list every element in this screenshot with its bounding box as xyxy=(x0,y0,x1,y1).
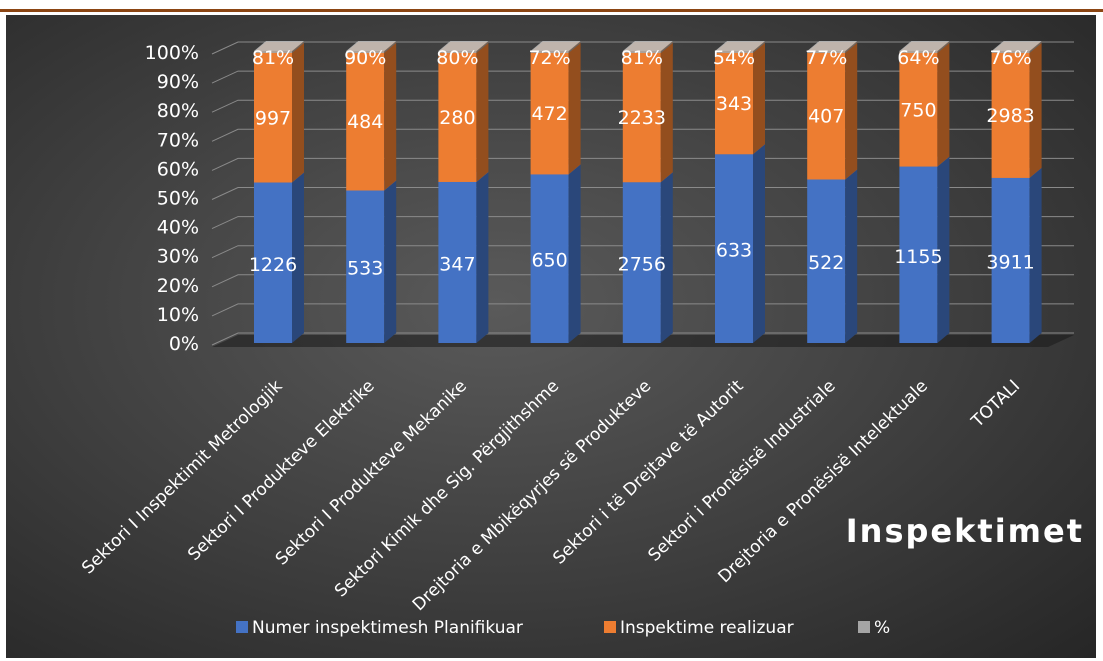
data-label-planifikuar: 1155 xyxy=(894,246,942,268)
bar-realizuar xyxy=(530,42,581,175)
chart-svg: 1226 997 81% 533 484 90% 347 280 80% 650 472 72% 275… xyxy=(78,41,1084,638)
gridline xyxy=(211,70,1074,84)
legend-swatch xyxy=(858,621,870,633)
bar-planifikuar xyxy=(715,144,765,343)
x-axis: Sektori I Inspektimit MetrologjikSektori… xyxy=(78,376,1024,615)
x-category-label: Sektori i të Drejtave të Autorit xyxy=(549,376,747,569)
data-label-percent: 81% xyxy=(621,47,663,69)
gridline xyxy=(211,128,1074,142)
legend: Numer inspektimesh Planifikuar Inspektime… xyxy=(236,618,890,638)
y-tick-label: 80% xyxy=(157,100,199,122)
data-label-planifikuar: 3911 xyxy=(986,251,1034,273)
gridline xyxy=(211,187,1074,200)
x-category-label: Sektori I Inspektimit Metrologjik xyxy=(78,376,286,578)
bar-percent xyxy=(530,41,581,53)
gridline xyxy=(211,274,1074,288)
data-label-realizuar: 2983 xyxy=(986,105,1034,127)
data-label-planifikuar: 522 xyxy=(808,252,844,274)
x-category-label: Sektori I Produkteve Elektrike xyxy=(184,376,378,565)
data-label-realizuar: 472 xyxy=(531,103,567,125)
gridline xyxy=(211,157,1074,171)
y-tick-label: 20% xyxy=(157,275,199,297)
x-category-label: Drejtoria e Pronësisë Intelektuale xyxy=(715,376,932,587)
bar-percent xyxy=(438,41,489,53)
data-label-planifikuar: 533 xyxy=(347,258,383,280)
bar-percent xyxy=(991,41,1042,53)
y-tick-label: 0% xyxy=(169,333,199,355)
bar-planifikuar xyxy=(530,164,581,343)
gridline xyxy=(211,216,1074,230)
bar-percent xyxy=(715,41,765,53)
y-tick-label: 90% xyxy=(157,71,199,93)
chart-area: 1226 997 81% 533 484 90% 347 280 80% 650 472 72% 275… xyxy=(6,15,1096,658)
data-label-planifikuar: 633 xyxy=(716,240,752,262)
y-axis: 0% 10% 20% 30% 40% 50% 60% 70% 80% 90% 100% xyxy=(145,42,199,355)
data-label-percent: 77% xyxy=(805,47,847,69)
gridline xyxy=(211,41,1074,55)
data-label-percent: 64% xyxy=(897,47,939,69)
bar-percent xyxy=(899,41,950,53)
bar-planifikuar xyxy=(346,180,397,343)
gridline xyxy=(211,99,1074,113)
gridline xyxy=(211,332,1074,346)
legend-swatch xyxy=(604,621,616,633)
data-label-planifikuar: 650 xyxy=(531,250,567,272)
data-label-realizuar: 407 xyxy=(808,106,844,128)
data-label-planifikuar: 347 xyxy=(439,253,475,275)
y-tick-label: 70% xyxy=(157,129,199,151)
bar-planifikuar xyxy=(622,172,673,343)
data-label-realizuar: 750 xyxy=(900,99,936,121)
bar-planifikuar xyxy=(438,171,489,343)
y-tick-label: 30% xyxy=(157,246,199,268)
data-label-realizuar: 343 xyxy=(716,93,752,115)
y-tick-label: 50% xyxy=(157,188,199,210)
bar-percent xyxy=(807,41,858,53)
data-label-percent: 90% xyxy=(344,47,386,69)
data-label-percent: 54% xyxy=(713,47,755,69)
chart-title: Inspektimet xyxy=(846,512,1084,550)
data-label-percent: 72% xyxy=(528,47,570,69)
gridline xyxy=(211,303,1074,317)
data-label-realizuar: 484 xyxy=(347,111,383,133)
x-category-label: Sektori i Pronësisë Industriale xyxy=(644,376,839,566)
x-category-label: TOTALI xyxy=(967,376,1024,432)
legend-swatch xyxy=(236,621,248,633)
bars xyxy=(254,41,1042,343)
gridline xyxy=(211,245,1074,259)
bar-percent xyxy=(622,41,673,53)
legend-label: Inspektime realizuar xyxy=(620,618,794,638)
data-label-planifikuar: 1226 xyxy=(249,254,297,276)
data-label-realizuar: 2233 xyxy=(618,107,666,129)
data-label-realizuar: 280 xyxy=(439,107,475,129)
bar-percent xyxy=(346,41,397,53)
bar-planifikuar xyxy=(899,156,950,343)
y-tick-label: 40% xyxy=(157,217,199,239)
data-label-planifikuar: 2756 xyxy=(618,254,666,276)
bar-percent xyxy=(254,41,304,53)
top-rule xyxy=(0,9,1103,12)
legend-label: Numer inspektimesh Planifikuar xyxy=(252,618,523,638)
data-labels: 1226 997 81% 533 484 90% 347 280 80% 650 472 72% 275… xyxy=(249,47,1035,280)
legend-label: % xyxy=(874,618,890,638)
y-tick-label: 10% xyxy=(157,304,199,326)
data-label-percent: 76% xyxy=(989,47,1031,69)
y-tick-label: 60% xyxy=(157,158,199,180)
bar-realizuar xyxy=(991,42,1042,178)
data-label-percent: 80% xyxy=(436,47,478,69)
y-tick-label: 100% xyxy=(145,42,199,64)
data-label-percent: 81% xyxy=(252,47,294,69)
x-category-label: Sektori I Produkteve Mekanike xyxy=(272,376,471,569)
data-label-realizuar: 997 xyxy=(255,107,291,129)
